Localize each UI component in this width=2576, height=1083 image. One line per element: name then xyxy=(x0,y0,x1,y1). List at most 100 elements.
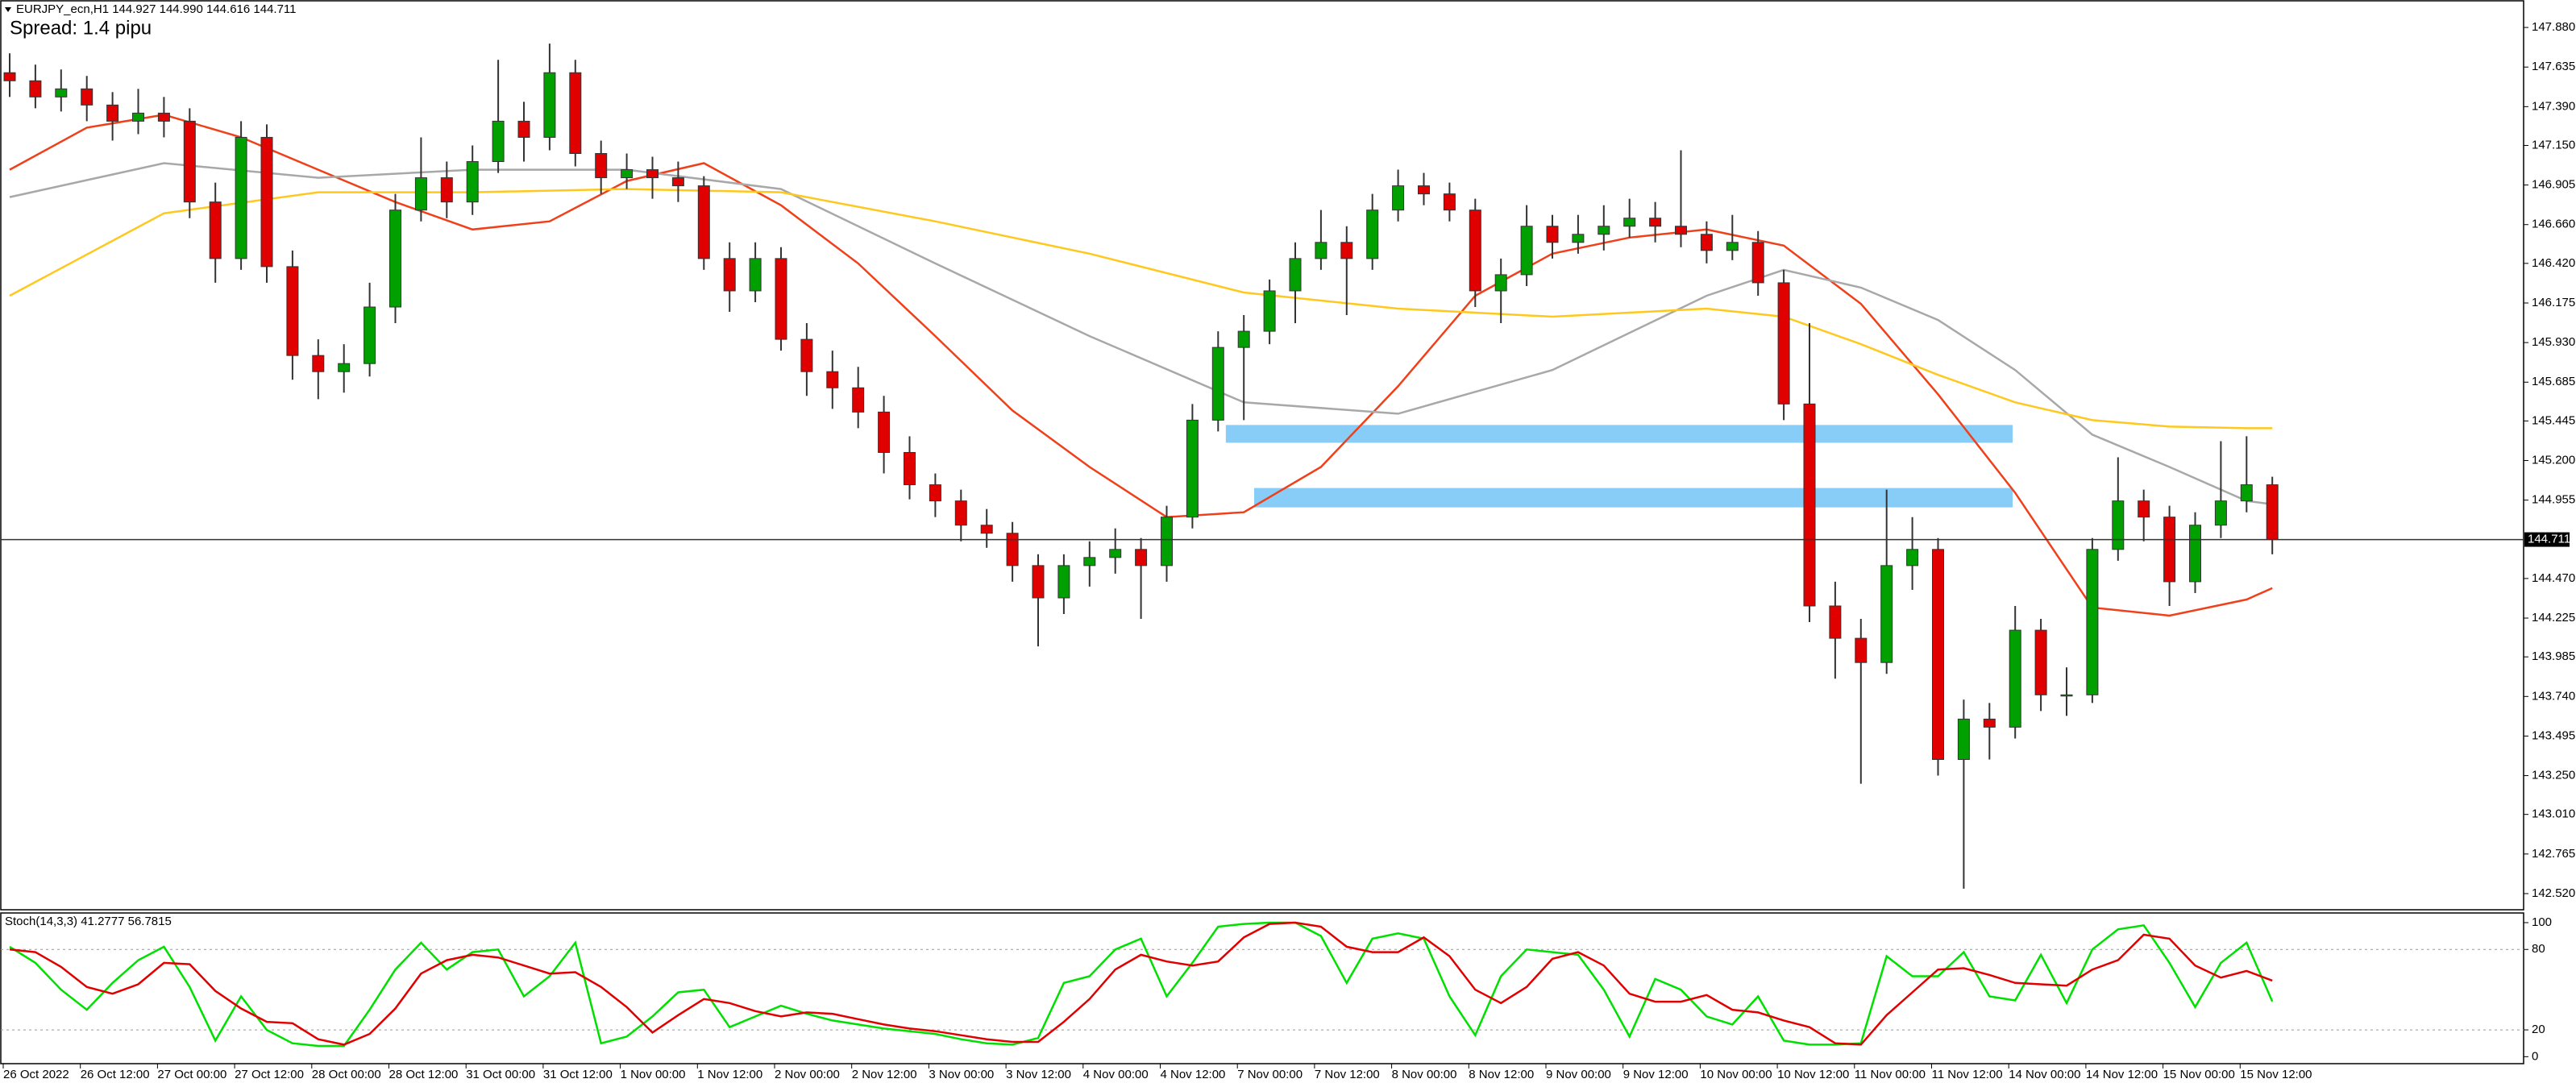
y-tick-label: 146.660 xyxy=(2532,218,2575,231)
y-tick-label: 143.495 xyxy=(2532,728,2575,742)
candle-body xyxy=(1700,234,1713,251)
y-tick-label: 143.010 xyxy=(2532,807,2575,821)
x-tick-label: 1 Nov 00:00 xyxy=(621,1068,686,1081)
candle-body xyxy=(1880,565,1893,663)
candle-body xyxy=(621,169,634,179)
candle-body xyxy=(3,72,16,81)
candle-body xyxy=(929,484,941,502)
x-tick-label: 27 Oct 00:00 xyxy=(157,1068,226,1081)
last-price-label: 144.711 xyxy=(2528,533,2570,546)
y-tick-label: 146.905 xyxy=(2532,178,2575,192)
candle-body xyxy=(1289,258,1302,292)
symbol-header: EURJPY_ecn,H1 144.927 144.990 144.616 14… xyxy=(16,2,297,16)
candle-body xyxy=(286,266,299,356)
candle-body xyxy=(364,306,376,364)
candle-body xyxy=(2266,484,2279,541)
candle-body xyxy=(2086,549,2099,695)
candle-body xyxy=(1392,185,1405,211)
y-tick-label: 100 xyxy=(2532,915,2552,929)
y-tick-label: 144.225 xyxy=(2532,611,2575,624)
candle-body xyxy=(1237,330,1250,348)
stoch-line xyxy=(9,921,2273,1046)
candle-body xyxy=(980,525,993,534)
candle-body xyxy=(1598,226,1610,235)
candle-body xyxy=(1211,346,1224,421)
candle-body xyxy=(55,88,68,98)
y-tick-label: 147.150 xyxy=(2532,138,2575,151)
candle-body xyxy=(1135,549,1148,566)
x-tick-label: 3 Nov 12:00 xyxy=(1006,1068,1071,1081)
y-tick-label: 147.880 xyxy=(2532,20,2575,34)
y-tick-label: 144.470 xyxy=(2532,571,2575,585)
y-tick-label: 145.200 xyxy=(2532,453,2575,467)
x-tick-label: 26 Oct 12:00 xyxy=(81,1068,150,1081)
candle-body xyxy=(595,152,608,179)
y-tick-label: 0 xyxy=(2532,1049,2538,1063)
x-tick-label: 8 Nov 12:00 xyxy=(1469,1068,1534,1081)
candle-body xyxy=(1983,718,1996,728)
candle-body xyxy=(312,355,325,372)
candle-body xyxy=(543,72,556,138)
candle-body xyxy=(157,112,170,122)
candle-body xyxy=(1572,234,1585,243)
symbol-menu-arrow[interactable] xyxy=(5,7,11,12)
y-tick-label: 147.635 xyxy=(2532,60,2575,73)
candle-body xyxy=(1777,282,1790,405)
x-tick-label: 2 Nov 00:00 xyxy=(775,1068,840,1081)
x-tick-label: 31 Oct 00:00 xyxy=(466,1068,535,1081)
candle-body xyxy=(878,411,891,453)
x-tick-label: 28 Oct 00:00 xyxy=(312,1068,381,1081)
candle-body xyxy=(1418,185,1430,195)
candle-body xyxy=(852,387,865,413)
candle-body xyxy=(1057,565,1070,599)
candle-body xyxy=(1675,226,1687,235)
x-tick-label: 15 Nov 00:00 xyxy=(2163,1068,2235,1081)
candle-body xyxy=(209,201,222,259)
x-tick-label: 27 Oct 12:00 xyxy=(235,1068,304,1081)
x-tick-label: 1 Nov 12:00 xyxy=(697,1068,762,1081)
y-tick-label: 143.740 xyxy=(2532,689,2575,703)
candle-body xyxy=(826,371,839,388)
candle-body xyxy=(1649,218,1662,227)
y-tick-label: 146.420 xyxy=(2532,256,2575,270)
candle-body xyxy=(235,136,247,259)
candle-body xyxy=(517,120,530,138)
x-tick-label: 15 Nov 12:00 xyxy=(2240,1068,2312,1081)
y-tick-label: 142.765 xyxy=(2532,847,2575,861)
candle-body xyxy=(1263,290,1276,332)
candle-body xyxy=(2060,694,2073,697)
zone xyxy=(1225,425,2013,443)
candle-body xyxy=(466,161,479,203)
x-tick-label: 3 Nov 00:00 xyxy=(929,1068,994,1081)
y-tick-label: 142.520 xyxy=(2532,886,2575,900)
candle-body xyxy=(183,120,196,203)
x-tick-label: 2 Nov 12:00 xyxy=(852,1068,917,1081)
candle-body xyxy=(492,120,505,163)
x-tick-label: 31 Oct 12:00 xyxy=(543,1068,613,1081)
candle-body xyxy=(389,210,401,308)
candle-body xyxy=(2138,500,2150,518)
x-tick-label: 4 Nov 00:00 xyxy=(1083,1068,1149,1081)
candle-body xyxy=(2240,484,2253,502)
x-tick-label: 11 Nov 12:00 xyxy=(1932,1068,2003,1081)
candle-body xyxy=(954,500,967,526)
candle-body xyxy=(1161,517,1173,566)
x-tick-label: 14 Nov 12:00 xyxy=(2086,1068,2158,1081)
x-tick-label: 10 Nov 12:00 xyxy=(1777,1068,1849,1081)
candle-body xyxy=(1494,274,1507,292)
candle-body xyxy=(749,258,762,292)
candle-body xyxy=(904,451,916,486)
candle-body xyxy=(1546,226,1559,243)
candle-body xyxy=(1443,193,1456,211)
candle-body xyxy=(569,72,582,154)
candle-body xyxy=(1623,218,1636,227)
candle-body xyxy=(1366,210,1379,259)
candle-body xyxy=(1751,242,1764,284)
candle-body xyxy=(414,177,427,211)
candle-body xyxy=(2112,500,2125,550)
candle-body xyxy=(260,136,273,268)
y-tick-label: 145.445 xyxy=(2532,413,2575,427)
candle-body xyxy=(2214,500,2227,526)
x-tick-label: 9 Nov 00:00 xyxy=(1546,1068,1611,1081)
candle-body xyxy=(1932,549,1944,761)
